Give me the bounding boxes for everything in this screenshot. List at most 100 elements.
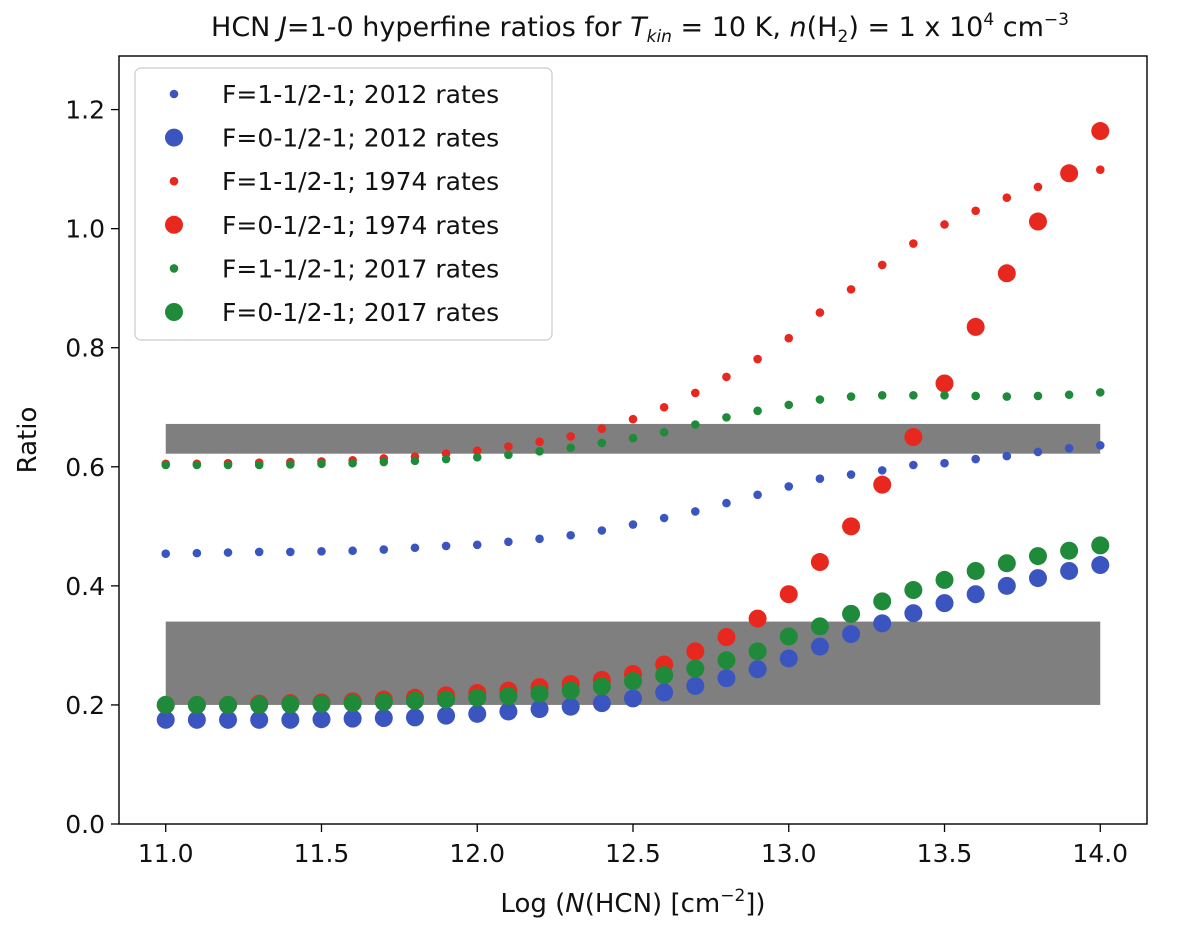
- data-point: [717, 669, 736, 688]
- data-point: [779, 649, 798, 668]
- data-point: [535, 437, 544, 447]
- data-point: [940, 220, 949, 229]
- data-point: [722, 498, 731, 508]
- legend-item: F=0-1/2-1; 1974 rates: [165, 211, 499, 240]
- legend-item: F=1-1/2-1; 2012 rates: [169, 80, 499, 109]
- data-point: [156, 710, 175, 729]
- data-point: [468, 704, 487, 723]
- legend-marker: [169, 89, 179, 99]
- data-point: [935, 570, 954, 589]
- data-point: [784, 400, 794, 410]
- data-point: [873, 592, 892, 611]
- data-point: [223, 548, 233, 557]
- data-point: [187, 695, 206, 714]
- data-point: [753, 406, 762, 416]
- data-point: [472, 446, 482, 456]
- data-point: [1028, 547, 1047, 566]
- data-point: [597, 424, 607, 433]
- y-tick-label: 1.2: [65, 96, 105, 125]
- data-point: [219, 710, 238, 729]
- data-point: [691, 388, 700, 398]
- legend-item: F=1-1/2-1; 2017 rates: [169, 254, 499, 283]
- series-5: [161, 388, 1105, 470]
- data-point: [192, 460, 202, 470]
- data-point: [940, 458, 949, 468]
- y-axis: 0.0 0.2 0.4 0.6 0.8 1.0 1.2: [65, 96, 119, 839]
- data-point: [343, 709, 362, 728]
- data-point: [966, 561, 985, 580]
- data-point: [909, 239, 918, 248]
- data-point: [379, 545, 389, 554]
- data-point: [940, 391, 949, 400]
- data-point: [504, 537, 513, 547]
- x-tick-label: 11.0: [138, 839, 194, 868]
- data-point: [441, 541, 451, 551]
- data-point: [997, 576, 1016, 595]
- legend: F=1-1/2-1; 2012 rates F=0-1/2-1; 2012 rat…: [134, 67, 553, 341]
- data-point: [1060, 541, 1079, 560]
- data-point: [192, 548, 202, 558]
- legend-label: F=1-1/2-1; 2017 rates: [222, 254, 499, 283]
- data-point: [722, 413, 731, 422]
- y-tick-label: 0.0: [65, 810, 105, 839]
- data-point: [909, 391, 918, 400]
- data-point: [1091, 536, 1110, 555]
- data-point: [250, 710, 269, 729]
- data-point: [659, 402, 669, 412]
- data-point: [971, 454, 980, 464]
- data-point: [877, 466, 887, 475]
- data-point: [904, 581, 923, 600]
- data-point: [1095, 165, 1105, 175]
- data-point: [877, 260, 887, 270]
- data-point: [250, 695, 269, 714]
- data-point: [753, 490, 762, 500]
- data-point: [846, 470, 856, 479]
- x-axis-title: Log (N(HCN) [cm−2]): [500, 886, 765, 919]
- data-point: [472, 452, 482, 462]
- data-point: [691, 420, 700, 429]
- data-point: [717, 651, 736, 670]
- data-point: [655, 666, 674, 685]
- data-point: [535, 447, 544, 456]
- data-point: [535, 534, 544, 544]
- data-point: [748, 660, 767, 679]
- data-point: [815, 395, 825, 404]
- data-point: [592, 694, 611, 713]
- data-point: [810, 553, 829, 572]
- data-point: [597, 438, 607, 448]
- data-point: [748, 609, 767, 628]
- data-point: [410, 543, 420, 553]
- data-point: [1064, 390, 1074, 400]
- data-point: [628, 433, 638, 443]
- legend-item: F=1-1/2-1; 1974 rates: [169, 167, 499, 196]
- data-point: [659, 427, 669, 437]
- data-point: [628, 520, 638, 529]
- legend-items: F=1-1/2-1; 2012 rates F=0-1/2-1; 2012 rat…: [165, 80, 499, 327]
- data-point: [1060, 561, 1079, 580]
- x-axis: 11.0 11.5 12.0 12.5 13.0 13.5 14.0: [138, 824, 1128, 868]
- data-point: [1002, 451, 1012, 461]
- x-tick-label: 12.5: [605, 839, 661, 868]
- legend-label: F=1-1/2-1; 2012 rates: [222, 80, 499, 109]
- data-point: [405, 691, 424, 710]
- data-point: [971, 206, 980, 216]
- data-point: [659, 513, 669, 523]
- data-point: [156, 695, 175, 714]
- x-tick-label: 14.0: [1072, 839, 1128, 868]
- data-point: [966, 585, 985, 604]
- data-point: [499, 702, 518, 721]
- data-point: [873, 614, 892, 633]
- legend-box: [134, 67, 553, 341]
- y-axis-title: Ratio: [13, 407, 43, 474]
- data-point: [842, 517, 861, 536]
- data-point: [935, 594, 954, 613]
- data-point: [348, 546, 357, 556]
- data-point: [1091, 556, 1110, 575]
- data-point: [628, 414, 638, 424]
- data-point: [1095, 388, 1105, 397]
- data-point: [468, 688, 487, 707]
- data-point: [753, 354, 762, 364]
- data-point: [717, 628, 736, 647]
- data-point: [815, 474, 825, 483]
- data-point: [530, 700, 549, 719]
